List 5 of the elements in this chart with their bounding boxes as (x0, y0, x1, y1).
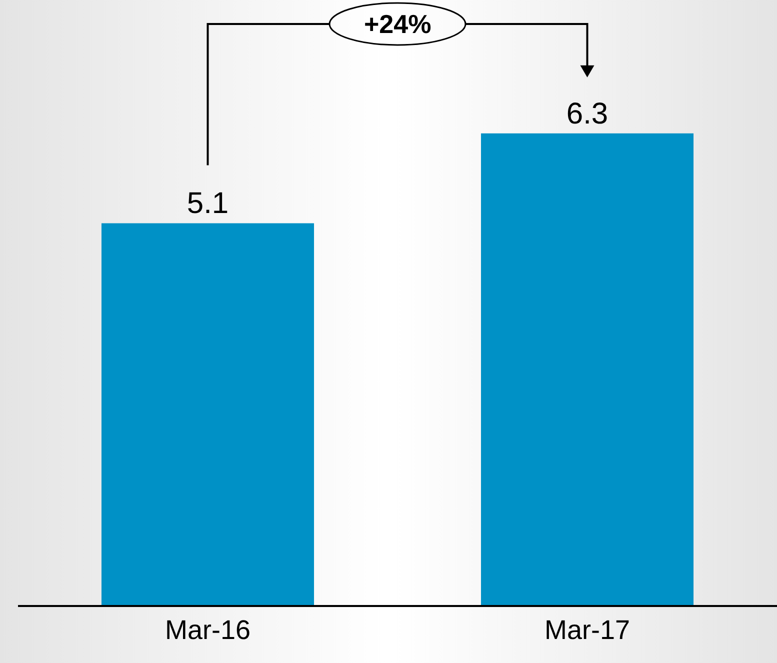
x-tick-label: Mar-17 (544, 615, 630, 646)
data-label: 5.1 (186, 187, 229, 220)
data-label: 6.3 (566, 97, 608, 130)
x-tick-label: Mar-16 (164, 615, 251, 646)
text: +24% (364, 9, 432, 39)
